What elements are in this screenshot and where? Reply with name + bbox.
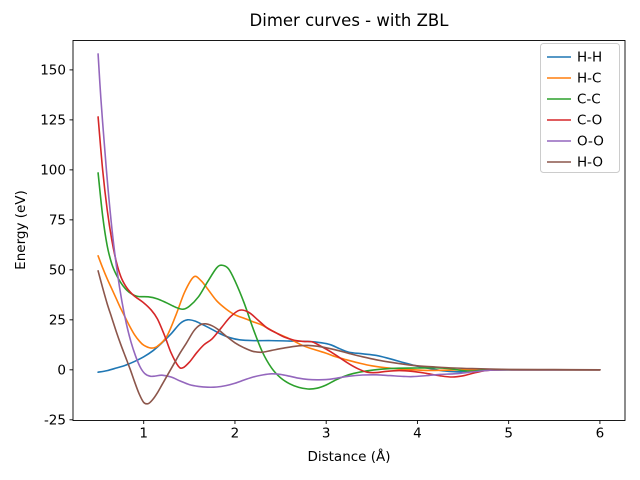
legend: H-H H-C C-C C-O O-O H-O (540, 43, 620, 173)
y-tick-label: 0 (57, 362, 66, 378)
y-tick-label: 150 (40, 62, 66, 78)
legend-label: C-C (577, 92, 601, 108)
y-axis-label: Energy (eV) (13, 190, 29, 270)
legend-item: H-O (547, 155, 603, 171)
x-tick-label: 4 (413, 426, 422, 442)
legend-item: H-C (547, 71, 601, 87)
y-tick-label: 50 (49, 262, 66, 278)
legend-item: H-H (547, 50, 602, 66)
series-line-h-c (97, 255, 601, 372)
x-tick-label: 6 (596, 426, 605, 442)
x-tick-label: 3 (322, 426, 331, 442)
plot-area-spines (72, 40, 626, 421)
series-line-o-o (97, 53, 601, 389)
legend-label: O-O (577, 134, 604, 150)
series-line-h-o (97, 270, 601, 405)
x-tick-label: 1 (139, 426, 148, 442)
x-tick-label: 5 (504, 426, 513, 442)
legend-label: H-H (577, 50, 602, 66)
y-tick-label: 75 (49, 212, 66, 228)
y-tick-label: 100 (40, 162, 66, 178)
x-tick-label: 2 (231, 426, 240, 442)
y-tick-label: 125 (40, 112, 66, 128)
y-tick-label: 25 (49, 312, 66, 328)
legend-label: H-C (577, 71, 601, 87)
legend-item: C-O (547, 113, 602, 129)
y-tick-label: -25 (44, 412, 66, 428)
legend-label: H-O (577, 155, 603, 171)
legend-label: C-O (577, 113, 602, 129)
legend-item: C-C (547, 92, 601, 108)
chart-title: Dimer curves - with ZBL (249, 11, 449, 30)
legend-item: O-O (547, 134, 604, 150)
series-line-c-o (97, 116, 601, 378)
x-axis-label: Distance (Å) (307, 449, 391, 465)
